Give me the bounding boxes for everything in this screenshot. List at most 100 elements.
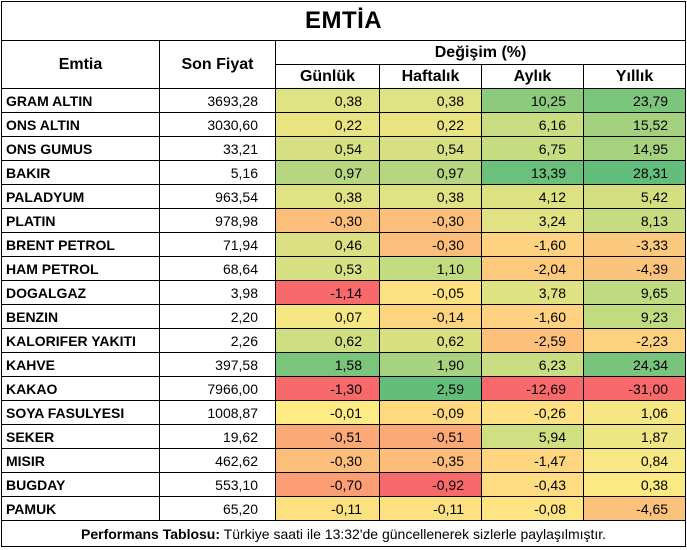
last-price-cell: 963,54 [159, 184, 276, 209]
commodity-name: SOYA FASULYESI [1, 400, 160, 425]
daily-change-cell: -1,14 [275, 280, 380, 305]
table-title: EMTİA [0, 1, 687, 41]
daily-change-cell: 0,97 [275, 160, 380, 185]
weekly-change-cell: -0,14 [379, 304, 482, 329]
commodity-name: PLATIN [1, 208, 160, 233]
yearly-change-cell: 1,06 [582, 400, 687, 425]
table-row: MISIR 462,62 -0,30 -0,35 -1,47 0,84 [1, 448, 687, 473]
commodity-name: HAM PETROL [1, 256, 160, 281]
table-row: BUGDAY 553,10 -0,70 -0,92 -0,43 0,38 [1, 472, 687, 497]
commodity-name: KAKAO [1, 376, 160, 401]
header-change: Değişim (%) [274, 40, 687, 65]
last-price-cell: 462,62 [159, 448, 276, 473]
last-price-cell: 3,98 [159, 280, 276, 305]
commodity-name: ONS ALTIN [1, 112, 160, 137]
last-price-cell: 397,58 [159, 352, 276, 377]
daily-change-cell: -0,51 [275, 424, 380, 449]
commodity-name: GRAM ALTIN [1, 88, 160, 113]
table-row: BAKIR 5,16 0,97 0,97 13,39 28,31 [1, 160, 687, 185]
yearly-change-cell: 1,87 [582, 424, 687, 449]
last-price-cell: 2,20 [159, 304, 276, 329]
yearly-change-cell: -4,65 [582, 496, 687, 521]
commodity-name: ONS GUMUS [1, 136, 160, 161]
table-row: PLATIN 978,98 -0,30 -0,30 3,24 8,13 [1, 208, 687, 233]
footer-note: Performans Tablosu: Türkiye saati ile 13… [0, 520, 687, 547]
monthly-change-cell: -0,43 [481, 472, 584, 497]
last-price-cell: 3693,28 [159, 88, 276, 113]
daily-change-cell: 0,54 [275, 136, 380, 161]
table-row: BENZIN 2,20 0,07 -0,14 -1,60 9,23 [1, 304, 687, 329]
daily-change-cell: 0,22 [275, 112, 380, 137]
weekly-change-cell: -0,05 [379, 280, 482, 305]
yearly-change-cell: 8,13 [582, 208, 687, 233]
last-price-cell: 33,21 [159, 136, 276, 161]
last-price-cell: 5,16 [159, 160, 276, 185]
footer-text: Türkiye saati ile 13:32'de güncellenerek… [220, 525, 607, 542]
last-price-cell: 1008,87 [159, 400, 276, 425]
daily-change-cell: -0,70 [275, 472, 380, 497]
weekly-change-cell: -0,30 [379, 232, 482, 257]
yearly-change-cell: 5,42 [582, 184, 687, 209]
daily-change-cell: -0,30 [275, 208, 380, 233]
last-price-cell: 71,94 [159, 232, 276, 257]
header-yearly: Yıllık [582, 64, 687, 89]
yearly-change-cell: 15,52 [582, 112, 687, 137]
last-price-cell: 2,26 [159, 328, 276, 353]
table-row: PAMUK 65,20 -0,11 -0,11 -0,08 -4,65 [1, 496, 687, 521]
header-daily: Günlük [275, 64, 380, 89]
table-body: GRAM ALTIN 3693,28 0,38 0,38 10,25 23,79 ONS A… [1, 88, 687, 521]
commodity-name: KAHVE [1, 352, 160, 377]
header-commodity: Emtia [1, 40, 160, 89]
yearly-change-cell: -2,23 [582, 328, 687, 353]
commodity-name: BRENT PETROL [1, 232, 160, 257]
daily-change-cell: -0,01 [275, 400, 380, 425]
daily-change-cell: -0,11 [275, 496, 380, 521]
monthly-change-cell: 6,23 [481, 352, 584, 377]
daily-change-cell: -1,30 [275, 376, 380, 401]
weekly-change-cell: -0,51 [379, 424, 482, 449]
monthly-change-cell: -1,60 [481, 232, 584, 257]
yearly-change-cell: 0,84 [582, 448, 687, 473]
monthly-change-cell: -2,59 [481, 328, 584, 353]
weekly-change-cell: 1,10 [379, 256, 482, 281]
footer-label: Performans Tablosu: [81, 525, 221, 542]
yearly-change-cell: 0,38 [582, 472, 687, 497]
yearly-change-cell: -4,39 [582, 256, 687, 281]
weekly-change-cell: -0,30 [379, 208, 482, 233]
daily-change-cell: 0,07 [275, 304, 380, 329]
weekly-change-cell: -0,09 [379, 400, 482, 425]
commodity-name: KALORIFER YAKITI [1, 328, 160, 353]
last-price-cell: 553,10 [159, 472, 276, 497]
monthly-change-cell: -0,26 [481, 400, 584, 425]
daily-change-cell: 1,58 [275, 352, 380, 377]
last-price-cell: 3030,60 [159, 112, 276, 137]
monthly-change-cell: -1,60 [481, 304, 584, 329]
yearly-change-cell: 23,79 [582, 88, 687, 113]
last-price-cell: 65,20 [159, 496, 276, 521]
monthly-change-cell: 6,75 [481, 136, 584, 161]
table-row: PALADYUM 963,54 0,38 0,38 4,12 5,42 [1, 184, 687, 209]
daily-change-cell: 0,38 [275, 88, 380, 113]
commodity-name: MISIR [1, 448, 160, 473]
monthly-change-cell: -12,69 [481, 376, 584, 401]
last-price-cell: 7966,00 [159, 376, 276, 401]
monthly-change-cell: 4,12 [481, 184, 584, 209]
yearly-change-cell: 24,34 [582, 352, 687, 377]
table-row: KALORIFER YAKITI 2,26 0,62 0,62 -2,59 -2,23 [1, 328, 687, 353]
last-price-cell: 978,98 [159, 208, 276, 233]
table-row: ONS GUMUS 33,21 0,54 0,54 6,75 14,95 [1, 136, 687, 161]
last-price-cell: 19,62 [159, 424, 276, 449]
weekly-change-cell: 0,97 [379, 160, 482, 185]
weekly-change-cell: -0,11 [379, 496, 482, 521]
header-last-price: Son Fiyat [159, 40, 276, 89]
yearly-change-cell: 9,23 [582, 304, 687, 329]
daily-change-cell: 0,53 [275, 256, 380, 281]
monthly-change-cell: -2,04 [481, 256, 584, 281]
commodity-name: BUGDAY [1, 472, 160, 497]
monthly-change-cell: 5,94 [481, 424, 584, 449]
daily-change-cell: -0,30 [275, 448, 380, 473]
table-row: SOYA FASULYESI 1008,87 -0,01 -0,09 -0,26 1,06 [1, 400, 687, 425]
weekly-change-cell: -0,92 [379, 472, 482, 497]
monthly-change-cell: -0,08 [481, 496, 584, 521]
